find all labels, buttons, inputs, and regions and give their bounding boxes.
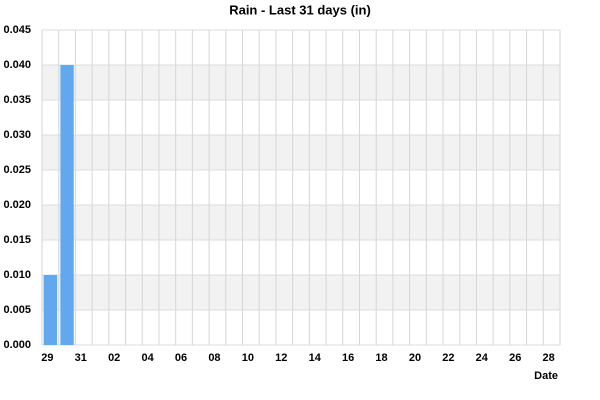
y-tick-label: 0.020 xyxy=(3,199,31,211)
y-tick-label: 0.035 xyxy=(3,94,31,106)
grid-band xyxy=(42,205,560,240)
grid-band xyxy=(42,275,560,310)
grid-band xyxy=(42,65,560,100)
y-tick-label: 0.025 xyxy=(3,164,31,176)
x-tick-label: 26 xyxy=(509,352,521,364)
x-tick-label: 28 xyxy=(543,352,555,364)
x-tick-label: 31 xyxy=(75,352,87,364)
x-tick-label: 20 xyxy=(409,352,421,364)
bar xyxy=(60,65,74,345)
y-tick-label: 0.010 xyxy=(3,269,31,281)
y-tick-label: 0.015 xyxy=(3,234,31,246)
x-tick-label: 22 xyxy=(442,352,454,364)
x-tick-label: 18 xyxy=(375,352,387,364)
chart-title: Rain - Last 31 days (in) xyxy=(229,2,371,17)
x-tick-label: 12 xyxy=(275,352,287,364)
x-tick-label: 04 xyxy=(141,352,154,364)
x-tick-label: 24 xyxy=(476,352,489,364)
x-tick-label: 14 xyxy=(309,352,322,364)
bar xyxy=(43,275,58,345)
y-tick-label: 0.045 xyxy=(3,24,31,36)
y-tick-label: 0.040 xyxy=(3,59,31,71)
x-tick-label: 06 xyxy=(175,352,187,364)
x-tick-label: 02 xyxy=(108,352,120,364)
x-tick-label: 10 xyxy=(242,352,254,364)
y-tick-label: 0.000 xyxy=(3,339,31,351)
y-tick-label: 0.030 xyxy=(3,129,31,141)
grid-band xyxy=(42,135,560,170)
y-tick-label: 0.005 xyxy=(3,304,31,316)
x-axis-label: Date xyxy=(534,370,558,382)
x-tick-label: 29 xyxy=(41,352,53,364)
x-tick-label: 16 xyxy=(342,352,354,364)
x-tick-label: 08 xyxy=(208,352,220,364)
